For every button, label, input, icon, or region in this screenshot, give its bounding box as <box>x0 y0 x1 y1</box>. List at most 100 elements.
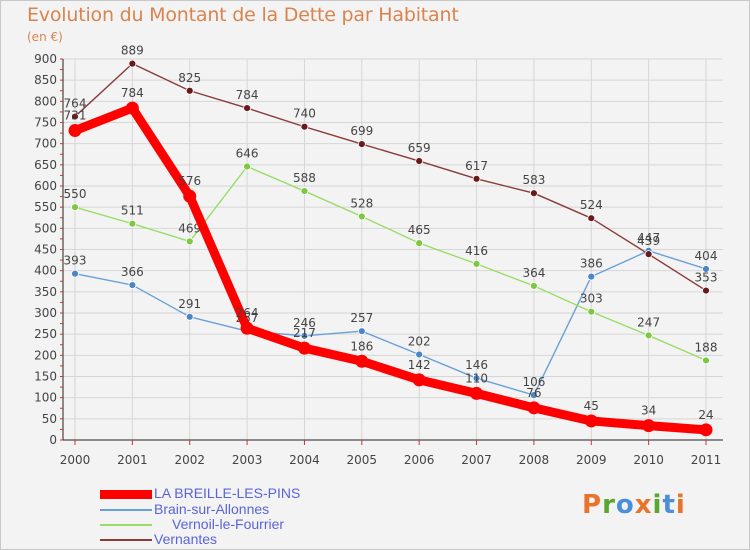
x-tick-label: 2003 <box>232 453 263 467</box>
data-label: 106 <box>522 375 545 389</box>
y-tick-label: 300 <box>34 306 57 320</box>
data-label: 764 <box>64 97 87 111</box>
y-tick-label: 900 <box>34 52 57 66</box>
data-label: 659 <box>408 141 431 155</box>
data-label: 257 <box>350 311 373 325</box>
data-point <box>587 272 596 281</box>
data-label: 550 <box>64 187 87 201</box>
data-label: 142 <box>408 358 431 372</box>
y-tick-label: 100 <box>34 391 57 405</box>
y-tick-label: 750 <box>34 116 57 130</box>
data-point <box>415 239 424 248</box>
x-tick-label: 2004 <box>289 453 320 467</box>
data-label: 76 <box>526 386 541 400</box>
y-tick-label: 550 <box>34 200 57 214</box>
data-label: 576 <box>178 174 201 188</box>
data-label: 34 <box>641 404 656 418</box>
data-point <box>472 259 481 268</box>
data-label: 465 <box>408 223 431 237</box>
data-point <box>587 214 596 223</box>
data-label: 217 <box>293 326 316 340</box>
y-tick-label: 650 <box>34 158 57 172</box>
data-label: 784 <box>121 86 144 100</box>
y-tick-label: 500 <box>34 221 57 235</box>
x-tick-label: 2002 <box>174 453 205 467</box>
data-point <box>355 354 369 368</box>
y-tick-label: 250 <box>34 327 57 341</box>
data-label: 291 <box>178 297 201 311</box>
data-point <box>470 386 484 400</box>
data-point <box>530 391 538 400</box>
data-point <box>472 374 481 383</box>
legend-swatch <box>100 539 152 541</box>
x-tick-label: 2011 <box>691 453 722 467</box>
data-label: 24 <box>698 408 713 422</box>
data-point <box>300 187 309 195</box>
legend-label: LA BREILLE-LES-PINS <box>154 485 301 501</box>
y-tick-label: 600 <box>34 179 57 193</box>
y-tick-label: 400 <box>34 264 57 278</box>
data-point <box>702 286 710 295</box>
data-point <box>357 327 366 336</box>
data-label: 588 <box>293 171 316 185</box>
y-tick-label: 350 <box>34 285 57 299</box>
logo-letter: i <box>675 490 686 520</box>
legend-label: Vernantes <box>154 531 218 547</box>
data-point <box>357 212 366 221</box>
data-label: 404 <box>695 249 718 263</box>
data-point <box>702 265 710 273</box>
data-point <box>527 401 541 415</box>
legend-swatch <box>100 489 152 499</box>
legend-swatch <box>100 524 152 526</box>
y-tick-label: 850 <box>34 73 57 87</box>
y-tick-label: 200 <box>34 348 57 362</box>
x-tick-label: 2007 <box>461 453 492 467</box>
data-point <box>415 157 424 165</box>
data-label: 784 <box>236 88 259 102</box>
data-point <box>128 281 137 289</box>
x-tick-label: 2008 <box>519 453 550 467</box>
data-label: 186 <box>350 339 373 353</box>
data-label: 188 <box>695 340 718 354</box>
y-tick-label: 150 <box>34 370 57 384</box>
data-point <box>243 104 251 113</box>
series-line <box>74 250 707 396</box>
data-point <box>642 419 656 433</box>
y-tick-label: 0 <box>49 433 57 447</box>
data-label: 45 <box>584 399 599 413</box>
legend-label: Vernoil-le-Fourrier <box>172 516 285 532</box>
x-tick-label: 2000 <box>60 453 91 467</box>
data-label: 447 <box>637 231 660 245</box>
data-point <box>185 312 194 321</box>
data-label: 386 <box>580 257 603 271</box>
chart-title: Evolution du Montant de la Dette par Hab… <box>27 4 459 26</box>
data-point <box>300 331 309 340</box>
x-tick-label: 2009 <box>576 453 607 467</box>
data-label: 583 <box>522 173 545 187</box>
legend-swatch <box>100 509 152 511</box>
data-label: 247 <box>637 315 660 329</box>
data-label: 202 <box>408 334 431 348</box>
data-label: 393 <box>64 254 87 268</box>
data-point <box>644 250 653 259</box>
data-label: 364 <box>522 266 545 280</box>
data-point <box>68 124 82 138</box>
data-label: 646 <box>236 147 259 161</box>
data-label: 366 <box>121 265 144 279</box>
data-label: 528 <box>350 196 373 210</box>
data-point <box>243 162 251 171</box>
series-line <box>74 165 707 362</box>
logo-letter: P <box>582 490 603 520</box>
data-point <box>702 356 710 365</box>
y-tick-label: 50 <box>42 412 57 426</box>
logo-letter: r <box>602 490 616 520</box>
data-point <box>530 282 538 290</box>
data-label: 303 <box>580 292 603 306</box>
y-tick-label: 700 <box>34 137 57 151</box>
data-point <box>128 59 137 68</box>
data-label: 146 <box>465 358 488 372</box>
data-point <box>472 174 481 183</box>
logo-letter: x <box>634 490 653 520</box>
data-label: 731 <box>64 109 87 123</box>
